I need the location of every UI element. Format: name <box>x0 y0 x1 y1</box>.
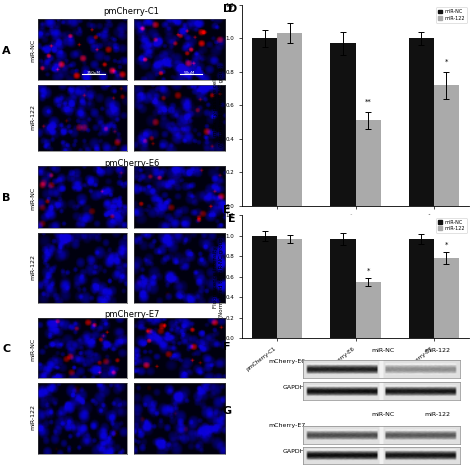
Text: E: E <box>228 214 235 224</box>
Bar <box>252 236 277 338</box>
Text: C: C <box>2 344 10 354</box>
Text: D: D <box>223 4 232 14</box>
X-axis label: Plasmids: Plasmids <box>342 241 369 246</box>
Text: E: E <box>223 205 230 215</box>
Bar <box>330 239 356 338</box>
Text: **: ** <box>365 99 372 105</box>
Text: G: G <box>223 406 232 416</box>
Bar <box>434 258 459 338</box>
Text: miR-122: miR-122 <box>31 254 36 280</box>
Bar <box>434 85 459 206</box>
Text: miR-122: miR-122 <box>31 104 36 130</box>
Bar <box>330 43 356 206</box>
Text: mCherry-E6: mCherry-E6 <box>268 359 305 364</box>
Text: miR-NC: miR-NC <box>371 412 394 417</box>
Text: GAPDH: GAPDH <box>283 449 305 454</box>
Text: *: * <box>366 268 370 273</box>
Text: A: A <box>2 46 11 56</box>
Bar <box>356 282 381 338</box>
Text: mCherry-E7: mCherry-E7 <box>268 422 305 428</box>
Text: pmCherry-C1: pmCherry-C1 <box>104 7 159 17</box>
Text: miR-122: miR-122 <box>31 404 36 430</box>
Text: B: B <box>2 193 11 203</box>
Text: miR-NC: miR-NC <box>31 187 36 210</box>
Y-axis label: Fluorescence intensity
(Normalized to miR-NC group): Fluorescence intensity (Normalized to mi… <box>213 236 224 318</box>
Bar <box>409 38 434 206</box>
Legend: miR-NC, miR-122: miR-NC, miR-122 <box>436 7 467 23</box>
Bar <box>252 38 277 206</box>
Text: pmCherry-E6: pmCherry-E6 <box>104 158 159 168</box>
Text: *: * <box>445 242 448 248</box>
Bar <box>356 120 381 206</box>
Text: *: * <box>445 59 448 65</box>
Text: miR-122: miR-122 <box>424 412 450 417</box>
Text: miR-NC: miR-NC <box>31 39 36 62</box>
Text: miR-NC: miR-NC <box>31 338 36 361</box>
Text: 350μM: 350μM <box>87 71 101 76</box>
X-axis label: Plasmids: Plasmids <box>342 374 369 378</box>
Bar <box>409 239 434 338</box>
Text: F: F <box>223 342 230 352</box>
Text: D: D <box>228 4 237 14</box>
Bar <box>277 33 302 206</box>
Y-axis label: mCherry-positive cells
(Normalized to miR-NC group): mCherry-positive cells (Normalized to mi… <box>213 64 224 147</box>
Bar <box>277 239 302 338</box>
Text: 50μM: 50μM <box>184 71 195 76</box>
Text: miR-NC: miR-NC <box>371 348 394 353</box>
Text: miR-122: miR-122 <box>424 348 450 353</box>
Text: GAPDH: GAPDH <box>283 385 305 390</box>
Legend: miR-NC, miR-122: miR-NC, miR-122 <box>436 218 467 233</box>
Text: pmCherry-E7: pmCherry-E7 <box>104 310 159 319</box>
